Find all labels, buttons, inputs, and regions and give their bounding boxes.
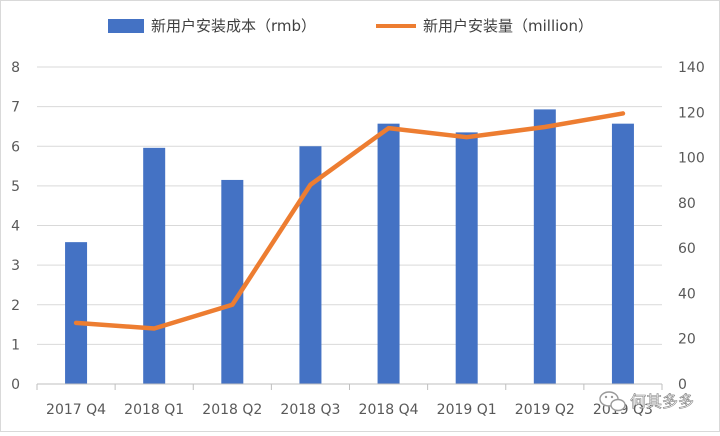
y-axis-left: 0 1 2 3 4 5 6 7 8 [11, 60, 20, 393]
bar [456, 132, 478, 384]
bar [221, 180, 243, 384]
bar [143, 148, 165, 384]
x-tick-label: 2018 Q2 [202, 402, 262, 418]
bar [612, 124, 634, 384]
y-right-tick-label: 20 [678, 332, 696, 348]
y-right-tick-label: 100 [678, 151, 705, 167]
x-tick-label: 2018 Q1 [124, 402, 184, 418]
y-right-tick-label: 120 [678, 105, 705, 121]
y-left-tick-label: 8 [11, 60, 20, 76]
bar [534, 109, 556, 384]
y-right-tick-label: 40 [678, 286, 696, 302]
y-left-tick-label: 3 [11, 258, 20, 274]
bar [65, 242, 87, 384]
legend-line-label: 新用户安装量（million） [423, 17, 593, 35]
y-left-tick-label: 6 [11, 139, 20, 155]
y-left-tick-label: 7 [11, 100, 20, 116]
watermark-text: 何其多多 [630, 392, 694, 411]
x-tick-label: 2019 Q1 [437, 402, 497, 418]
y-right-tick-label: 140 [678, 60, 705, 76]
y-right-tick-label: 60 [678, 241, 696, 257]
y-left-tick-label: 1 [11, 337, 20, 353]
x-tick-label: 2018 Q4 [359, 402, 419, 418]
y-left-tick-label: 5 [11, 179, 20, 195]
y-left-tick-label: 0 [11, 377, 20, 393]
x-tick-label: 2018 Q3 [280, 402, 340, 418]
y-right-tick-label: 0 [678, 377, 687, 393]
y-left-tick-label: 4 [11, 219, 20, 235]
y-right-tick-label: 80 [678, 196, 696, 212]
watermark: 何其多多 [600, 392, 694, 411]
x-tick-label: 2017 Q4 [46, 402, 106, 418]
x-tick-label: 2019 Q2 [515, 402, 575, 418]
y-left-tick-label: 2 [11, 298, 20, 314]
bar [378, 124, 400, 384]
legend-item-bar: 新用户安装成本（rmb） [108, 17, 316, 35]
legend-bar-label: 新用户安装成本（rmb） [151, 17, 316, 35]
legend-bar-swatch [108, 19, 144, 33]
